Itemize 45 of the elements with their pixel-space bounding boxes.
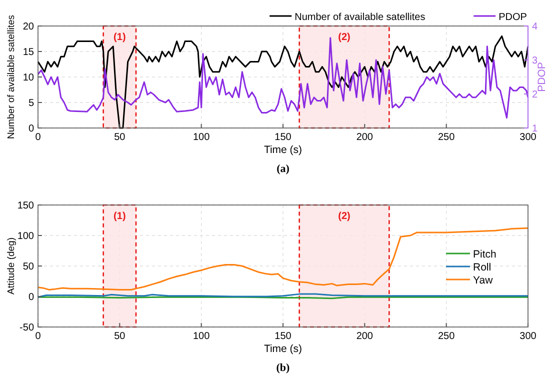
band-label: (2) xyxy=(338,32,350,43)
x-tick-label: 200 xyxy=(356,132,374,143)
x-axis-title: Time (s) xyxy=(264,144,302,156)
y-axis-title: Attitude (deg) xyxy=(6,237,17,295)
x-tick-label: 150 xyxy=(274,331,292,342)
y-tick-label: -50 xyxy=(20,322,34,334)
x-tick-label: 0 xyxy=(35,331,42,342)
y-axis-title: Number of available satellites xyxy=(6,14,17,140)
y2-tick-label: 1 xyxy=(532,124,538,134)
x-tick-label: 0 xyxy=(35,132,42,143)
x-tick-label: 100 xyxy=(192,132,210,143)
legend-label: PDOP xyxy=(498,12,528,23)
x-tick-label: 250 xyxy=(438,132,456,143)
legend-label: Pitch xyxy=(473,248,497,260)
x-tick-label: 50 xyxy=(114,132,126,143)
y2-tick-label: 2 xyxy=(532,90,538,100)
y-tick-label: 100 xyxy=(17,231,34,242)
text: (a) xyxy=(276,163,290,175)
y-tick-label: 5 xyxy=(28,98,34,109)
y-tick-label: 0 xyxy=(28,292,34,303)
y-tick-label: 50 xyxy=(22,262,34,272)
x-tick-label: 300 xyxy=(520,132,537,143)
band-label: (1) xyxy=(114,211,126,222)
x-tick-label: 100 xyxy=(192,331,210,342)
y-tick-label: 15 xyxy=(22,47,34,58)
x-tick-label: 250 xyxy=(438,331,456,342)
y2-tick-label: 3 xyxy=(532,56,538,66)
x-tick-label: 300 xyxy=(520,331,537,342)
y-tick-label: 10 xyxy=(22,72,34,84)
x-axis-title: Time (s) xyxy=(264,343,302,355)
legend-label: Roll xyxy=(473,262,492,274)
text: (b) xyxy=(276,362,290,374)
x-tick-label: 150 xyxy=(274,132,292,143)
y-tick-label: 0 xyxy=(28,124,34,134)
y-tick-label: 20 xyxy=(22,22,34,32)
y2-axis-title: PDOP xyxy=(536,62,548,92)
y2-tick-label: 4 xyxy=(532,22,538,32)
band-label: (2) xyxy=(338,211,350,222)
legend-label: Number of available satellites xyxy=(294,12,426,23)
band-label: (1) xyxy=(114,32,126,43)
line-series xyxy=(37,227,529,291)
y-tick-label: 150 xyxy=(17,200,34,212)
x-tick-label: 50 xyxy=(114,331,126,342)
x-tick-label: 200 xyxy=(356,331,374,342)
legend-label: Yaw xyxy=(473,274,494,286)
